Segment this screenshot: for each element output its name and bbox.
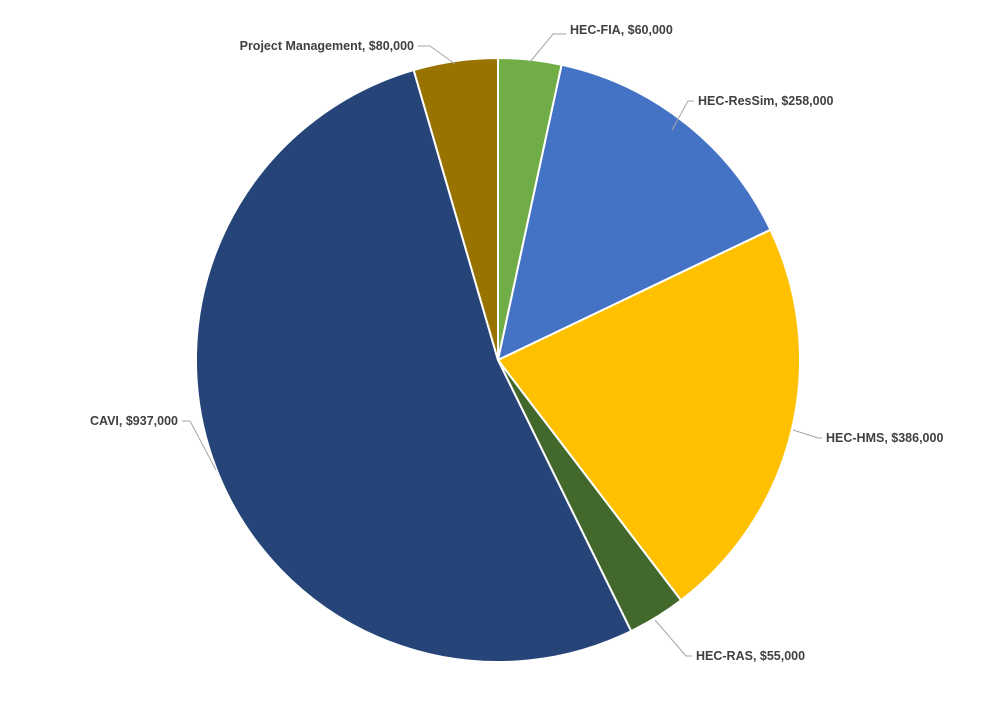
data-labels: HEC-FIA, $60,000 HEC-ResSim, $258,000 HEC-… — [90, 23, 943, 663]
leader-line-cavi — [182, 420, 217, 471]
leader-line-hec-ressim — [671, 100, 694, 131]
data-label-cavi: CAVI, $937,000 — [90, 414, 178, 428]
data-label-hec-ras: HEC-RAS, $55,000 — [696, 649, 805, 663]
data-label-project-management: Project Management, $80,000 — [240, 39, 414, 53]
leader-lines — [182, 33, 822, 657]
pie-slices — [194, 56, 801, 663]
pie-slice-cavi — [194, 68, 633, 663]
pie-slice-project-management — [412, 56, 499, 361]
leader-line-hec-fia — [529, 33, 566, 63]
leader-line-hec-hms — [792, 429, 822, 439]
leader-line-project-management — [418, 45, 456, 65]
pie-slice-hec-ressim — [496, 63, 772, 362]
leader-line-hec-ras — [654, 619, 692, 657]
pie-slice-hec-hms — [496, 228, 801, 602]
data-label-hec-hms: HEC-HMS, $386,000 — [826, 431, 943, 445]
data-label-hec-ressim: HEC-ResSim, $258,000 — [698, 94, 834, 108]
data-label-hec-fia: HEC-FIA, $60,000 — [570, 23, 673, 37]
